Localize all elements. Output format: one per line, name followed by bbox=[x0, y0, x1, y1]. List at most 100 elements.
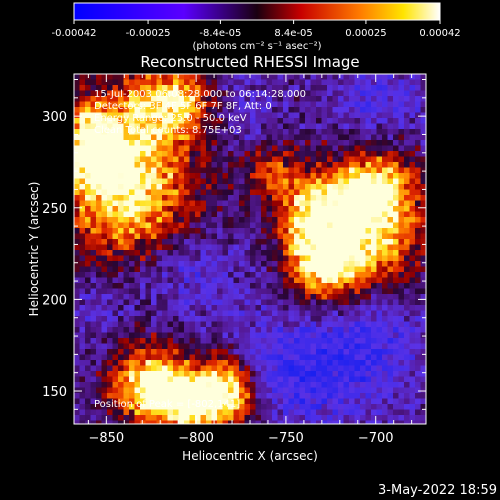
heatmap-cell bbox=[277, 184, 284, 190]
heatmap-cell bbox=[79, 283, 86, 289]
heatmap-cell bbox=[420, 288, 426, 295]
heatmap-cell bbox=[288, 112, 295, 119]
heatmap-cell bbox=[327, 189, 333, 196]
heatmap-cell bbox=[316, 222, 322, 229]
heatmap-cell bbox=[200, 74, 207, 80]
heatmap-cell bbox=[393, 343, 399, 350]
heatmap-cell bbox=[200, 415, 207, 421]
heatmap-cell bbox=[321, 107, 328, 113]
heatmap-cell bbox=[338, 415, 344, 421]
heatmap-cell bbox=[277, 200, 284, 207]
heatmap-cell bbox=[107, 101, 113, 108]
heatmap-cell bbox=[123, 173, 130, 179]
heatmap-cell bbox=[178, 420, 185, 424]
heatmap-cell bbox=[233, 310, 240, 317]
heatmap-cell bbox=[129, 101, 135, 108]
heatmap-cell bbox=[145, 266, 152, 273]
heatmap-cell bbox=[107, 398, 113, 405]
heatmap-cell bbox=[222, 107, 229, 113]
heatmap-cell bbox=[74, 189, 80, 196]
heatmap-cell bbox=[305, 376, 311, 383]
heatmap-cell bbox=[365, 376, 372, 383]
heatmap-cell bbox=[371, 233, 377, 240]
heatmap-cell bbox=[255, 261, 262, 267]
heatmap-cell bbox=[283, 167, 289, 174]
heatmap-cell bbox=[409, 134, 416, 141]
heatmap-cell bbox=[156, 294, 163, 300]
heatmap-cell bbox=[398, 211, 405, 218]
heatmap-cell bbox=[107, 228, 113, 234]
heatmap-cell bbox=[112, 387, 119, 394]
heatmap-cell bbox=[305, 382, 311, 388]
heatmap-cell bbox=[134, 173, 141, 179]
heatmap-cell bbox=[206, 321, 212, 328]
heatmap-cell bbox=[189, 228, 196, 234]
heatmap-cell bbox=[349, 195, 355, 201]
heatmap-cell bbox=[184, 327, 190, 333]
heatmap-cell bbox=[338, 217, 344, 223]
heatmap-cell bbox=[167, 338, 174, 344]
heatmap-cell bbox=[107, 327, 113, 333]
heatmap-cell bbox=[420, 140, 426, 146]
heatmap-cell bbox=[310, 261, 317, 267]
heatmap-cell bbox=[140, 266, 146, 273]
heatmap-cell bbox=[420, 272, 426, 278]
heatmap-cell bbox=[261, 310, 267, 317]
heatmap-cell bbox=[101, 266, 108, 273]
heatmap-cell bbox=[79, 162, 86, 168]
heatmap-cell bbox=[156, 195, 163, 201]
heatmap-cell bbox=[134, 178, 141, 185]
heatmap-cell bbox=[173, 162, 179, 168]
heatmap-cell bbox=[294, 299, 300, 306]
heatmap-cell bbox=[393, 96, 399, 102]
heatmap-cell bbox=[283, 398, 289, 405]
heatmap-cell bbox=[118, 156, 124, 163]
heatmap-cell bbox=[79, 294, 86, 300]
heatmap-cell bbox=[162, 283, 168, 289]
heatmap-cell bbox=[338, 327, 344, 333]
heatmap-cell bbox=[310, 277, 317, 284]
heatmap-cell bbox=[206, 101, 212, 108]
heatmap-cell bbox=[156, 365, 163, 372]
heatmap-cell bbox=[255, 79, 262, 86]
heatmap-cell bbox=[354, 217, 361, 223]
heatmap-cell bbox=[79, 189, 86, 196]
heatmap-cell bbox=[354, 244, 361, 251]
heatmap-cell bbox=[349, 189, 355, 196]
heatmap-cell bbox=[134, 200, 141, 207]
heatmap-cell bbox=[200, 239, 207, 245]
heatmap-cell bbox=[393, 173, 399, 179]
heatmap-cell bbox=[118, 151, 124, 157]
heatmap-cell bbox=[217, 184, 223, 190]
heatmap-cell bbox=[376, 409, 383, 416]
heatmap-cell bbox=[343, 228, 350, 234]
heatmap-cell bbox=[167, 305, 174, 311]
heatmap-cell bbox=[244, 140, 251, 146]
heatmap-cell bbox=[228, 184, 234, 190]
heatmap-cell bbox=[123, 195, 130, 201]
heatmap-cell bbox=[316, 277, 322, 284]
heatmap-cell bbox=[123, 409, 130, 416]
heatmap-cell bbox=[387, 404, 394, 410]
heatmap-cell bbox=[90, 327, 97, 333]
heatmap-cell bbox=[316, 305, 322, 311]
heatmap-cell bbox=[222, 112, 229, 119]
heatmap-cell bbox=[398, 79, 405, 86]
heatmap-cell bbox=[206, 349, 212, 355]
y-tick-label: 200 bbox=[42, 293, 67, 308]
heatmap-cell bbox=[299, 222, 306, 229]
heatmap-cell bbox=[85, 173, 91, 179]
heatmap-cell bbox=[343, 107, 350, 113]
heatmap-cell bbox=[178, 327, 185, 333]
heatmap-cell bbox=[90, 162, 97, 168]
heatmap-cell bbox=[211, 244, 218, 251]
heatmap-cell bbox=[151, 118, 157, 124]
heatmap-cell bbox=[349, 371, 355, 377]
heatmap-cell bbox=[387, 228, 394, 234]
heatmap-cell bbox=[162, 140, 168, 146]
heatmap-cell bbox=[233, 228, 240, 234]
heatmap-cell bbox=[272, 255, 278, 262]
heatmap-cell bbox=[398, 332, 405, 339]
heatmap-cell bbox=[195, 398, 201, 405]
heatmap-cell bbox=[272, 272, 278, 278]
